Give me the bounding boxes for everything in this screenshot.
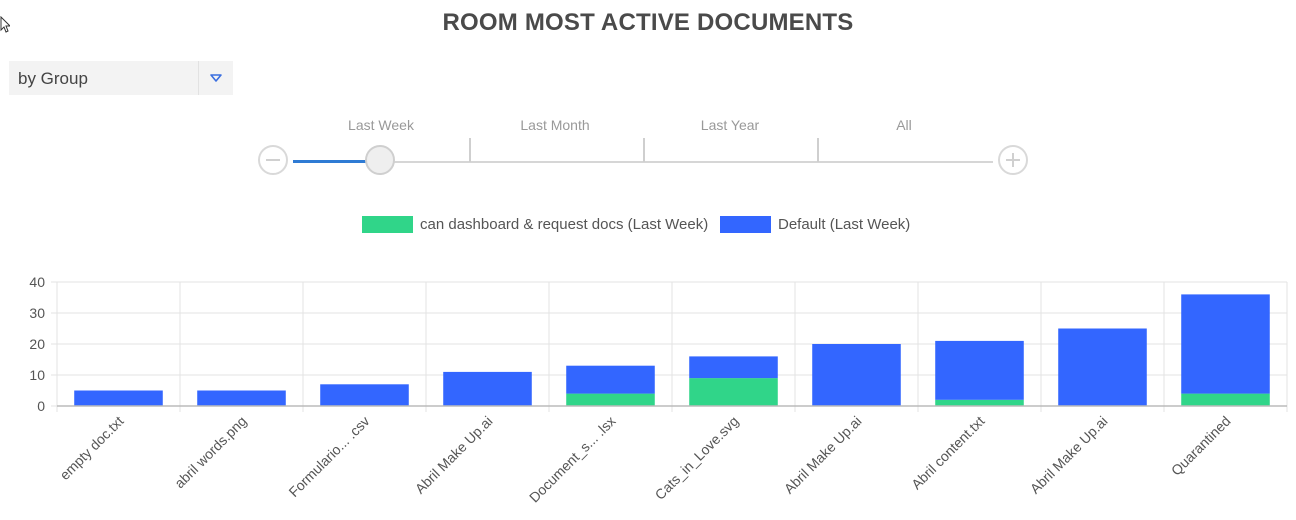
range-label-last-year[interactable]: Last Year: [700, 117, 760, 133]
bar-segment-blue[interactable]: [935, 340, 1024, 400]
legend-swatch-blue: [720, 216, 771, 233]
x-tick-label: Quarantined: [1168, 413, 1234, 479]
bar-segment-blue[interactable]: [566, 365, 655, 394]
group-by-select[interactable]: by Group: [9, 61, 233, 95]
bar-segment-green[interactable]: [1181, 393, 1270, 406]
y-tick-label: 20: [29, 336, 45, 352]
x-tick-label: Abril Make Up.ai: [1027, 413, 1111, 497]
mouse-cursor-icon: [0, 16, 10, 33]
bar-segment-green[interactable]: [935, 399, 1024, 406]
bar-segment-blue[interactable]: [1058, 328, 1147, 407]
x-tick-label: Cats_in_Love.svg: [652, 413, 742, 503]
range-tick-last-month: [469, 138, 471, 162]
range-slider-fill: [293, 160, 380, 163]
bar-segment-blue[interactable]: [689, 356, 778, 379]
y-tick-label: 10: [29, 367, 45, 383]
x-tick-label: Formulario... .csv: [285, 413, 372, 500]
range-tick-last-year: [643, 138, 645, 162]
zoom-out-button[interactable]: [258, 145, 288, 175]
bar-segment-green[interactable]: [689, 378, 778, 406]
range-tick-all: [817, 138, 819, 162]
x-tick-label: Abril content.txt: [908, 413, 988, 493]
legend-label-blue: Default (Last Week): [778, 216, 911, 233]
x-tick-label: Abril Make Up.ai: [781, 413, 865, 497]
range-label-all[interactable]: All: [896, 117, 912, 133]
bar-segment-green[interactable]: [566, 393, 655, 406]
range-label-last-week[interactable]: Last Week: [348, 117, 414, 133]
y-tick-label: 40: [29, 274, 45, 290]
page-title: ROOM MOST ACTIVE DOCUMENTS: [442, 9, 854, 36]
range-label-last-month[interactable]: Last Month: [520, 117, 590, 133]
bar-segment-blue[interactable]: [812, 344, 901, 406]
y-tick-label: 0: [37, 398, 45, 414]
range-slider-handle[interactable]: [365, 145, 395, 175]
stacked-bar-chart: 0 10 20 30 40 empty doc.txt abril words.png For…: [29, 274, 1288, 506]
legend-swatch-green: [362, 216, 413, 233]
bar-segment-blue[interactable]: [443, 371, 532, 406]
bar-segment-blue[interactable]: [197, 390, 286, 407]
legend-label-green: can dashboard & request docs (Last Week): [420, 216, 709, 233]
bar-segment-blue[interactable]: [74, 390, 163, 407]
x-tick-label: Document_s... .lsx: [526, 413, 619, 506]
x-tick-label: abril words.png: [171, 413, 249, 491]
bar-segment-blue[interactable]: [320, 384, 409, 406]
minus-circle-icon: [266, 159, 280, 161]
chevron-down-icon: [210, 74, 222, 82]
zoom-in-button[interactable]: [998, 145, 1028, 175]
group-by-value: by Group: [18, 69, 88, 88]
y-tick-label: 30: [29, 305, 45, 321]
x-tick-label: empty doc.txt: [56, 413, 126, 483]
bar-segment-blue[interactable]: [1181, 294, 1270, 394]
x-tick-label: Abril Make Up.ai: [412, 413, 496, 497]
select-divider: [198, 61, 199, 95]
range-slider-track[interactable]: [293, 161, 993, 163]
